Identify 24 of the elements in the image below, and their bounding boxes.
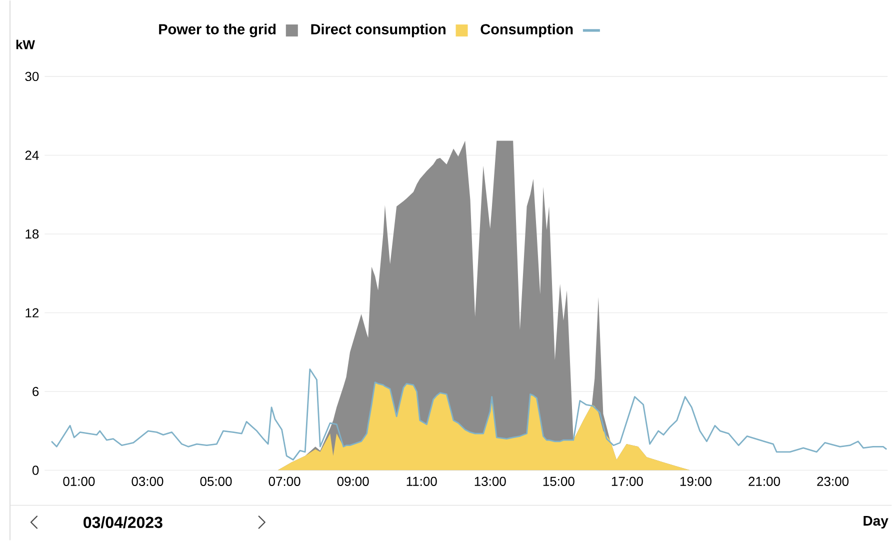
y-tick-label: 0 bbox=[32, 466, 39, 476]
x-tick-label: 21:00 bbox=[748, 476, 780, 486]
y-tick-label: 18 bbox=[26, 230, 39, 239]
y-tick-label: 6 bbox=[32, 387, 39, 396]
x-tick-label: 01:00 bbox=[63, 476, 95, 486]
y-tick-label: 24 bbox=[25, 150, 39, 160]
x-tick-label: 13:00 bbox=[474, 476, 506, 486]
y-tick-label: 30 bbox=[25, 72, 39, 82]
text: 03/04/2023 bbox=[84, 516, 162, 528]
x-tick-label: 09:00 bbox=[337, 476, 369, 486]
x-tick-label: 03:00 bbox=[132, 476, 164, 486]
x-tick-label: 05:00 bbox=[200, 476, 232, 486]
legend-label: Direct consumption bbox=[311, 24, 446, 38]
text: Day bbox=[864, 516, 888, 529]
y-tick-label: 12 bbox=[26, 308, 39, 318]
y-axis-title: kW bbox=[16, 40, 35, 50]
x-tick-label: 15:00 bbox=[543, 476, 574, 486]
legend-label: Power to the grid bbox=[159, 24, 276, 38]
x-tick-label: 19:00 bbox=[680, 476, 712, 486]
x-tick-label: 23:00 bbox=[817, 476, 849, 486]
x-tick-label: 07:00 bbox=[268, 476, 300, 486]
legend-label: Consumption bbox=[480, 24, 573, 38]
x-tick-label: 11:00 bbox=[406, 476, 437, 486]
x-tick-label: 17:00 bbox=[612, 476, 643, 486]
